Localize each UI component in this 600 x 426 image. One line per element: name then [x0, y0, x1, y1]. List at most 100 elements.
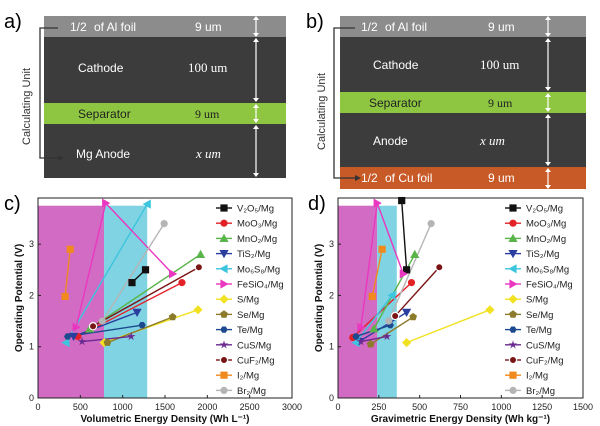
panel-a: a) 1/2 of Al foil 9 um Cathode 100 um Se… — [4, 11, 286, 178]
chart-d-point-TiS2-0 — [402, 308, 412, 317]
chart-d-xtick-label: 0 — [335, 402, 340, 412]
chart-d-xtick-label: 1500 — [573, 402, 593, 412]
panel-a-bracket-arrow — [58, 155, 64, 161]
chart-d-series-line-V2O5 — [401, 200, 408, 270]
chart-d-xtick-label: 500 — [412, 402, 427, 412]
chart-d-ylabel: Operating Potential (V) — [314, 244, 325, 352]
legend-d-label: Te/Mg — [526, 325, 552, 336]
chart-d-series-line-CuF2 — [394, 266, 440, 317]
panel-c-letter: c) — [4, 193, 21, 215]
chart-c-xtick-label: 1500 — [155, 402, 175, 412]
chart-c-series-line-Mo6S8 — [65, 203, 148, 343]
chart-d-point-Se-1 — [366, 340, 375, 348]
chart-c-point-Mo6S8-0 — [61, 338, 70, 348]
chart-c-series-line-TiS2 — [73, 311, 138, 338]
panel-b-al-foil-layer — [340, 16, 586, 37]
legend-c-label: TiS₂/Mg — [237, 249, 270, 260]
legend-c-label: CuF₂/Mg — [237, 356, 274, 367]
chart-d-series-line-I2 — [371, 249, 383, 297]
panel-b-cu-thickness: 9 um — [488, 171, 515, 185]
legend-c-marker-I2 — [220, 371, 228, 379]
chart-c-point-MoO3-0 — [178, 279, 186, 287]
legend-d-marker-V2O5 — [509, 204, 517, 212]
legend-d-marker-I2 — [509, 371, 517, 379]
chart-d-xtick-label: 750 — [453, 402, 468, 412]
legend-d-marker-MnO2 — [508, 233, 518, 242]
panel-b-separator-label: Separator — [369, 96, 422, 110]
legend-d-marker-TiS2 — [508, 250, 518, 259]
chart-d-region-pink — [338, 205, 378, 398]
legend-c-marker-V2O5 — [220, 204, 228, 212]
panel-b-al-label: of Al foil — [385, 20, 427, 34]
legend-d-marker-Te — [509, 326, 517, 333]
legend-d-marker-FeSiO4 — [509, 279, 518, 289]
chart-c-point-CuS-1 — [77, 336, 87, 346]
chart-d-point-CuF2-0 — [435, 263, 444, 272]
legend-d-marker-MoO3 — [509, 219, 517, 227]
legend-c-label: I₂/Mg — [237, 371, 259, 382]
legend-d: V₂O₅/Mg MoO₃/Mg MnO₂/Mg TiS₂/Mg Mo₆S₈/Mg FeSi… — [505, 204, 573, 397]
chart-d: 0 250 500 750 1000 1250 1500 0 1 2 3 Gravimetric En… — [314, 196, 593, 425]
panel-d: d) 0 250 500 750 1000 1250 1500 0 1 2 3 Gravimetric… — [308, 193, 593, 425]
chart-d-point-CuS-0 — [382, 331, 392, 341]
chart-c-point-Mo6S8-1 — [142, 199, 151, 209]
panel-a-separator-thickness: 9 um — [195, 107, 220, 121]
legend-c-marker-CuS — [219, 340, 229, 349]
panel-a-al-thickness: 9 um — [195, 20, 222, 34]
chart-d-point-Br2-1 — [385, 317, 393, 325]
chart-d-xtick-label: 250 — [371, 402, 386, 412]
panel-b-al-frac: 1/2 — [361, 20, 378, 34]
chart-c-point-CuF2-1 — [88, 322, 98, 331]
legend-d-label: CuF₂/Mg — [526, 356, 563, 367]
panel-a-separator-layer — [44, 103, 286, 124]
legend-c-marker-MnO2 — [219, 233, 229, 242]
chart-d-point-MnO2-0 — [410, 249, 420, 259]
legend-c-marker-CuF2 — [219, 355, 229, 365]
legend-d-marker-Mo6S8 — [508, 264, 517, 274]
chart-c-ylabel: Operating Potential (V) — [14, 244, 25, 352]
chart-c-ytick-label: 2 — [29, 290, 34, 300]
panel-a-anode-layer — [44, 124, 286, 178]
chart-d-series-line-CuS — [360, 335, 388, 343]
chart-c-point-CuS-0 — [126, 331, 136, 341]
chart-c-point-FeSiO4-2 — [72, 322, 81, 332]
chart-c-point-S-0 — [193, 305, 203, 315]
chart-c-ytick-label: 1 — [29, 342, 34, 352]
legend-d-label: TiS₂/Mg — [526, 249, 559, 260]
legend-d-marker-Se — [509, 310, 517, 318]
panel-a-cathode-layer — [44, 37, 286, 103]
panel-a-separator-label: Separator — [78, 107, 131, 121]
chart-c-point-Br2-0 — [160, 220, 168, 228]
legend-c-marker-FeSiO4 — [220, 279, 229, 289]
chart-d-point-Se-0 — [409, 312, 418, 321]
chart-d-point-Br2-0 — [427, 220, 435, 228]
legend-c-label: Mo₆S₈/Mg — [237, 264, 280, 275]
chart-c-xtick-label: 3000 — [282, 402, 302, 412]
panel-b-anode-layer — [340, 113, 586, 167]
panel-b-cu-label: of Cu foil — [385, 171, 432, 185]
chart-d-point-Te-1 — [352, 333, 360, 340]
panel-b: b) 1/2 of Al foil 9 um Cathode 100 um Se… — [306, 11, 586, 189]
chart-d-ytick-label: 2 — [329, 290, 334, 300]
legend-c-marker-Se — [220, 310, 228, 318]
legend-d-label: Se/Mg — [526, 310, 553, 321]
chart-c-point-TiS2-0 — [132, 308, 142, 317]
panel-a-al-frac: 1/2 — [70, 20, 87, 34]
legend-c: V₂O₅/Mg MoO₃/Mg MnO₂/Mg TiS₂/Mg Mo₆S₈/Mg FeSi… — [216, 204, 284, 397]
chart-c-region-pink — [38, 205, 105, 398]
chart-d-point-V2O5-1 — [398, 196, 406, 205]
chart-d-point-FeSiO4-1 — [373, 198, 382, 208]
panel-a-al-label: of Al foil — [94, 20, 136, 34]
legend-c-label: V₂O₅/Mg — [237, 204, 274, 215]
panel-b-bracket-arrow — [355, 175, 361, 181]
legend-d-label: CuS/Mg — [526, 340, 560, 351]
chart-c-point-Br2-1 — [98, 317, 106, 325]
chart-d-ytick-label: 1 — [329, 342, 334, 352]
legend-d-label: FeSiO₄/Mg — [526, 280, 573, 291]
legend-d-label: I₂/Mg — [526, 371, 548, 382]
chart-c-point-V2O5-0 — [141, 266, 150, 274]
chart-c-xtick-label: 500 — [73, 402, 88, 412]
legend-c-label: Se/Mg — [237, 310, 264, 321]
chart-c-point-Se-0 — [168, 312, 177, 321]
